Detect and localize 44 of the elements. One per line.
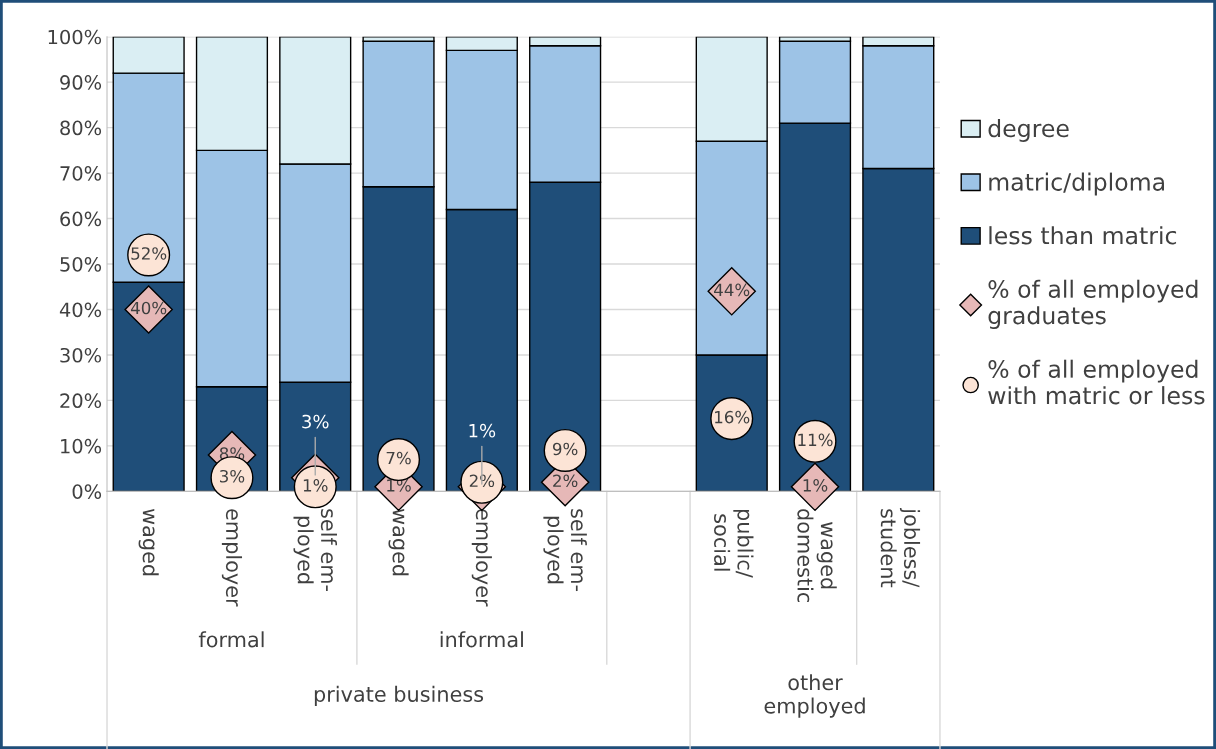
data-label: 7% xyxy=(386,451,411,465)
y-tick-label: 70% xyxy=(60,166,102,181)
legend-label: matric/diploma xyxy=(989,172,1164,196)
x-tick-label: employer xyxy=(471,509,492,607)
x-tick-label: public/ social xyxy=(714,509,754,578)
data-label: 16% xyxy=(715,410,750,424)
legend-label: less than matric xyxy=(989,226,1177,245)
x-tick-label: jobless/ student xyxy=(880,507,921,588)
text: private business xyxy=(314,685,484,707)
data-label: 2% xyxy=(553,474,578,488)
data-label: 9% xyxy=(552,442,578,456)
y-tick-label: 80% xyxy=(60,120,102,136)
data-label: 52% xyxy=(131,247,167,260)
legend-label: degree xyxy=(988,119,1069,142)
data-label: 1% xyxy=(803,479,828,492)
y-tick-label: 90% xyxy=(60,75,102,90)
x-tick-label: self em- ployed xyxy=(543,509,587,592)
legend-label: % of all employed graduates xyxy=(988,279,1198,329)
data-label: 44% xyxy=(714,283,750,297)
x-tick-label: employer xyxy=(221,509,243,607)
data-label: 1% xyxy=(303,479,328,492)
data-label: 2% xyxy=(469,474,495,488)
y-tick-label: 40% xyxy=(59,302,102,318)
x-tick-label: waged domestic xyxy=(797,509,837,603)
data-label: 40% xyxy=(130,301,167,315)
y-tick-label: 0% xyxy=(72,484,102,500)
data-label: 3% xyxy=(302,414,329,429)
y-tick-label: 30% xyxy=(60,347,102,363)
y-tick-label: 20% xyxy=(60,393,102,409)
y-tick-label: 50% xyxy=(60,256,102,272)
data-label: 1% xyxy=(387,479,411,492)
text: formal xyxy=(198,631,264,648)
y-tick-label: 10% xyxy=(61,438,102,454)
text: other employed xyxy=(764,674,865,718)
text: informal xyxy=(440,631,523,648)
data-label: 11% xyxy=(798,433,833,447)
x-tick-label: waged xyxy=(138,508,159,576)
data-label: 3% xyxy=(220,469,245,483)
x-tick-label: self em- ployed xyxy=(293,509,337,592)
data-label: 1% xyxy=(469,423,496,438)
legend-label: % of all employed with matric or less xyxy=(988,359,1205,405)
y-tick-label: 100% xyxy=(48,29,102,45)
x-tick-label: waged xyxy=(388,508,409,576)
y-tick-label: 60% xyxy=(60,211,102,227)
